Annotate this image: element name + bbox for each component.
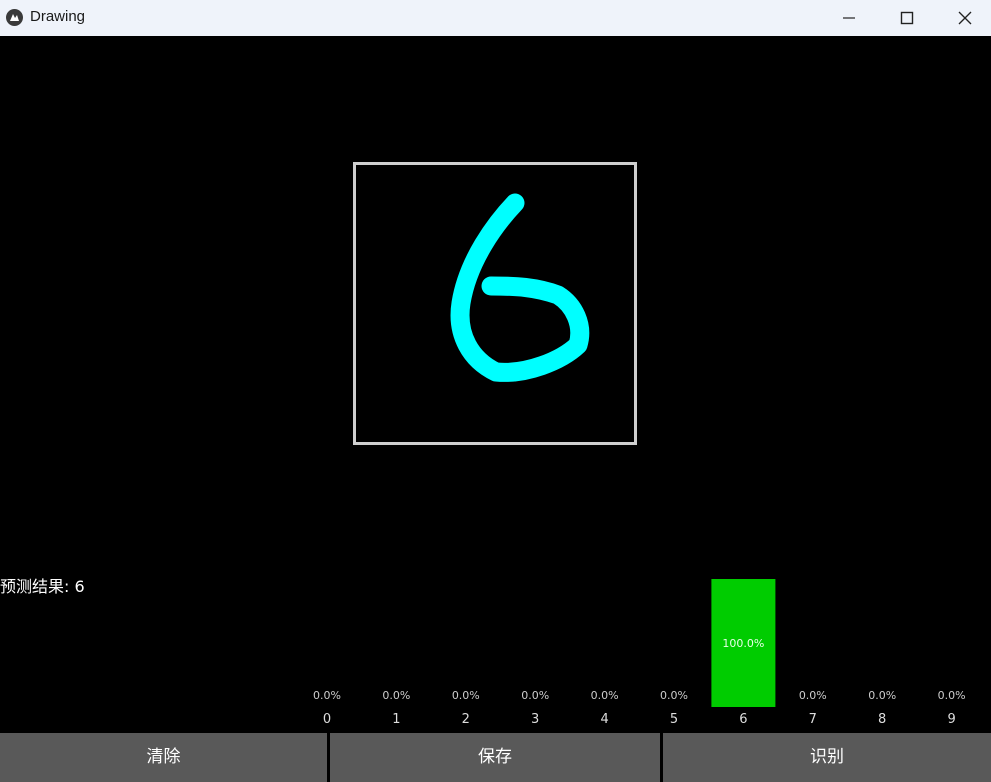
bottom-button-bar: 清除 保存 识别 [0,731,991,782]
value-label-7: 0.0% [799,689,827,702]
close-icon [958,11,972,25]
maximize-button[interactable] [878,0,936,36]
category-label-5: 5 [670,712,678,727]
clear-button[interactable]: 清除 [0,733,327,782]
probability-bar-chart: 0.0% 0 0.0% 1 0.0% 2 0.0% 3 0.0% 4 0.0% 5 100.0% 6 0.0… [313,579,966,727]
value-label-0: 0.0% [313,689,341,702]
recognize-button[interactable]: 识别 [663,733,991,782]
value-label-6: 100.0% [722,637,764,650]
category-label-0: 0 [323,712,331,727]
close-button[interactable] [936,0,991,36]
value-label-9: 0.0% [938,689,966,702]
value-label-8: 0.0% [868,689,896,702]
category-label-2: 2 [462,712,470,727]
category-label-6: 6 [739,712,747,727]
drawing-canvas[interactable] [353,162,637,445]
category-label-1: 1 [392,712,400,727]
prediction-result-label: 预测结果: 6 [0,577,85,596]
category-label-8: 8 [878,712,886,727]
category-label-9: 9 [947,712,955,727]
title-bar: Drawing [0,0,991,36]
kivy-logo-icon [6,9,23,26]
value-label-4: 0.0% [591,689,619,702]
category-label-4: 4 [600,712,608,727]
save-button[interactable]: 保存 [330,733,660,782]
value-label-3: 0.0% [521,689,549,702]
drawn-stroke [450,193,590,382]
minimize-icon [843,17,855,19]
value-label-2: 0.0% [452,689,480,702]
category-label-3: 3 [531,712,539,727]
minimize-button[interactable] [820,0,878,36]
window-title: Drawing [30,8,86,25]
value-label-5: 0.0% [660,689,688,702]
value-label-1: 0.0% [382,689,410,702]
bar-6 [711,579,776,707]
maximize-icon [900,11,914,25]
category-label-7: 7 [809,712,817,727]
